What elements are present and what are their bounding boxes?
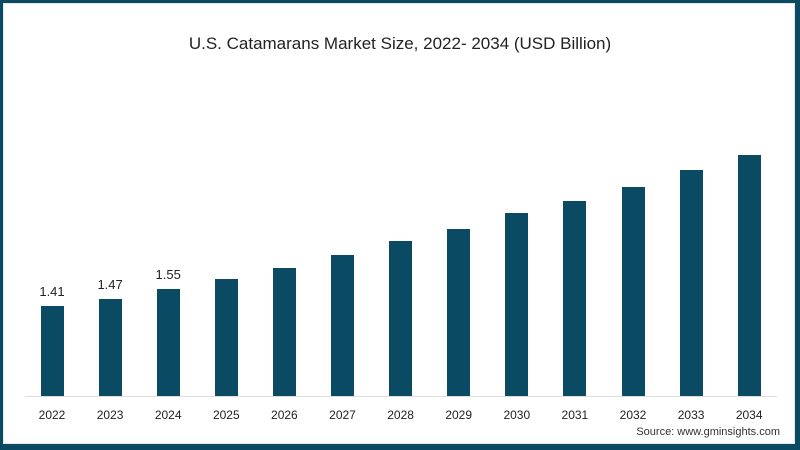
x-tick-label: 2023 [96,408,124,422]
chart-title: U.S. Catamarans Market Size, 2022- 2034 … [188,34,612,53]
x-tick-label: 2028 [387,408,414,422]
bar-2027 [331,255,354,396]
data-label: 1.41 [39,283,65,299]
x-tick-label: 2024 [154,408,182,422]
bar-2028 [389,240,413,396]
bar-2034 [737,154,761,396]
x-tick-label: 2031 [561,408,589,422]
data-label: 1.47 [97,276,123,292]
bar-2022 [40,305,64,396]
x-tick-label: 2032 [619,408,647,422]
x-tick-label: 2033 [677,408,705,422]
x-tick-label: 2027 [329,408,356,422]
x-axis-line [25,396,777,397]
bar-2029 [447,228,471,396]
data-label: 1.55 [155,267,181,283]
bar-2024 [156,289,180,396]
bar-2031 [563,200,587,396]
x-tick-label: 2026 [271,408,298,422]
bar-2023 [98,298,122,396]
x-tick-label: 2029 [445,408,473,422]
bar-2025 [214,279,238,396]
bar-2033 [679,170,703,396]
bar-2026 [272,268,296,396]
x-tick-label: 2034 [735,408,763,422]
x-tick-label: 2022 [38,408,66,422]
bar-2030 [505,212,529,396]
source-note: Source: www.gminsights.com [636,426,780,438]
x-tick-label: 2025 [212,408,240,422]
x-tick-label: 2030 [503,408,531,422]
bar-2032 [621,187,645,396]
